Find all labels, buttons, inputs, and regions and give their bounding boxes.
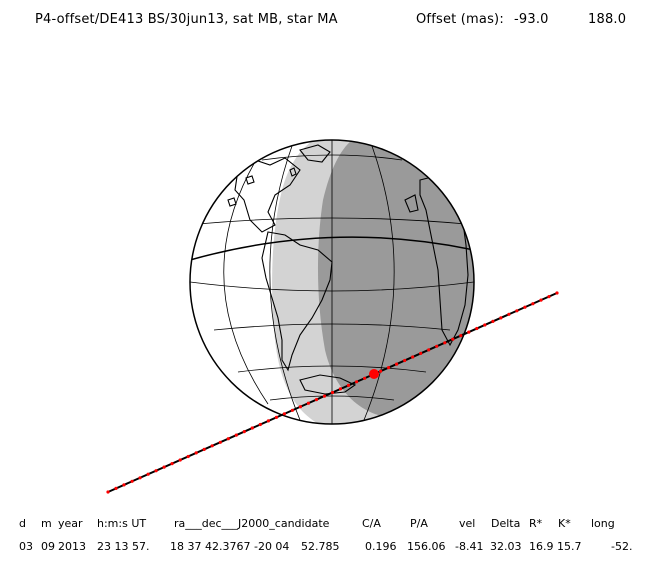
time-tick <box>138 476 142 480</box>
value-long: -52. <box>611 540 633 553</box>
col-month: m <box>41 517 52 530</box>
time-tick <box>226 437 230 441</box>
col-long: long <box>591 517 615 530</box>
time-tick <box>363 376 367 380</box>
time-tick <box>298 405 302 409</box>
time-tick <box>306 401 310 405</box>
value-time: 23 13 57. <box>97 540 150 553</box>
col-delta: Delta <box>491 517 521 530</box>
time-tick <box>515 309 519 313</box>
col-vel: vel <box>459 517 476 530</box>
time-tick <box>419 351 423 355</box>
offset-label: Offset (mas): <box>416 12 504 27</box>
value-k-star: 15.7 <box>557 540 582 553</box>
time-tick <box>475 326 479 331</box>
time-tick <box>403 358 407 363</box>
time-tick <box>250 426 254 430</box>
time-tick <box>178 458 182 462</box>
value-delta: 32.03 <box>490 540 522 553</box>
value-pa: 156.06 <box>407 540 446 553</box>
time-tick <box>242 430 246 434</box>
plot-title: P4-offset/DE413 BS/30jun13, sat MB, star… <box>35 12 338 27</box>
time-tick <box>523 305 527 309</box>
col-time: h:m:s UT <box>97 517 147 530</box>
value-day: 03 <box>19 540 33 553</box>
globe-outline <box>189 139 475 425</box>
time-tick <box>234 433 238 437</box>
time-tick <box>443 341 447 345</box>
table-header-row: d m year h:m:s UT ra___dec___J2000_candi… <box>0 517 647 533</box>
time-tick <box>202 447 206 451</box>
time-tick <box>395 362 399 366</box>
col-day: d <box>19 517 26 530</box>
time-tick <box>499 316 503 320</box>
time-tick <box>411 355 415 359</box>
time-tick <box>507 312 511 316</box>
time-tick <box>106 490 110 494</box>
time-tick <box>330 390 335 395</box>
time-tick <box>322 394 327 398</box>
value-dec-seconds: 52.785 <box>301 540 340 553</box>
col-ca: C/A <box>362 517 381 530</box>
time-tick <box>186 454 190 459</box>
time-tick <box>130 479 134 483</box>
value-ra-dec: 18 37 42.3767 -20 04 <box>170 540 290 553</box>
time-tick <box>435 344 439 348</box>
time-tick <box>338 387 343 391</box>
time-tick <box>194 451 198 455</box>
time-tick <box>218 440 222 444</box>
time-tick <box>162 465 166 469</box>
col-k-star: K* <box>558 517 571 530</box>
time-tick <box>555 291 559 295</box>
time-tick <box>170 462 174 466</box>
time-tick <box>483 323 487 327</box>
table-value-row: 03 09 2013 23 13 57. 18 37 42.3767 -20 0… <box>0 540 647 556</box>
time-tick <box>491 319 495 323</box>
time-tick <box>531 302 535 306</box>
time-tick <box>282 412 286 416</box>
col-r-star: R* <box>529 517 543 530</box>
value-r-star: 16.9 <box>529 540 554 553</box>
equator <box>190 236 474 261</box>
time-tick <box>266 419 270 423</box>
col-pa: P/A <box>410 517 428 530</box>
time-tick <box>314 398 319 402</box>
closest-approach-marker <box>369 369 379 379</box>
col-year: year <box>58 517 83 530</box>
time-tick <box>547 295 551 299</box>
offset-x-value: -93.0 <box>514 12 549 27</box>
time-tick <box>114 486 118 490</box>
value-ca: 0.196 <box>365 540 397 553</box>
time-tick <box>451 337 455 341</box>
time-tick <box>154 469 158 473</box>
value-vel: -8.41 <box>455 540 484 553</box>
time-tick <box>387 366 391 370</box>
time-tick <box>290 408 294 412</box>
time-tick <box>122 483 126 487</box>
time-tick <box>274 415 278 419</box>
time-tick <box>355 380 359 384</box>
value-month: 09 <box>41 540 55 553</box>
time-tick <box>146 472 150 476</box>
night-zone <box>317 140 474 416</box>
time-tick <box>258 422 262 427</box>
time-tick <box>467 330 471 334</box>
time-tick <box>379 369 383 373</box>
time-tick <box>210 444 214 448</box>
offset-y-value: 188.0 <box>588 12 627 27</box>
track-time-ticks <box>106 291 559 494</box>
time-tick <box>539 298 543 302</box>
time-tick <box>459 334 463 338</box>
continent-outlines <box>227 144 469 395</box>
time-tick <box>346 383 351 387</box>
time-tick <box>427 348 431 352</box>
col-coordinates: ra___dec___J2000_candidate <box>174 517 330 530</box>
value-year: 2013 <box>58 540 86 553</box>
